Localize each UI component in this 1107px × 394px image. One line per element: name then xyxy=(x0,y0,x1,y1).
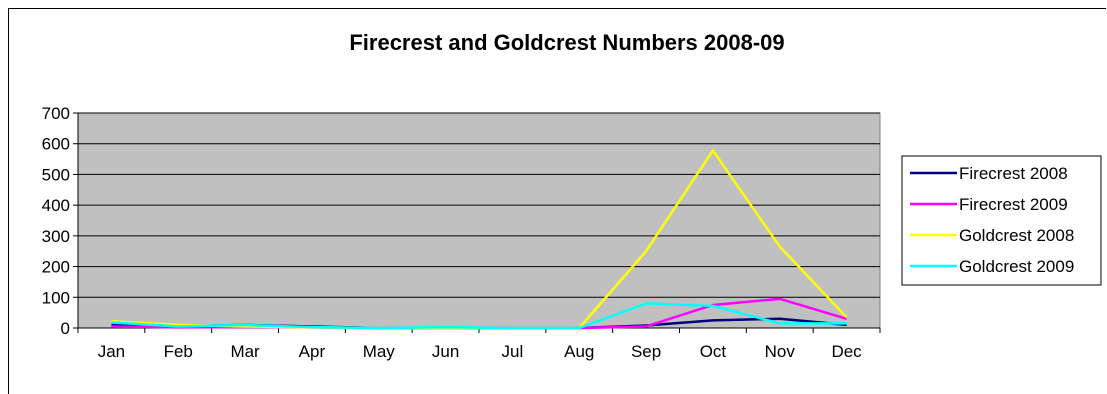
x-tick-label: Jan xyxy=(98,342,125,361)
legend-label: Firecrest 2009 xyxy=(959,195,1068,214)
y-tick-label: 300 xyxy=(42,227,70,246)
legend-label: Goldcrest 2009 xyxy=(959,257,1074,276)
x-tick-label: Dec xyxy=(831,342,862,361)
legend: Firecrest 2008 Firecrest 2009 Goldcrest 20… xyxy=(901,155,1102,286)
series-lines xyxy=(111,149,848,330)
y-axis: 0 100 200 300 400 500 600 700 xyxy=(42,104,79,338)
plot-area xyxy=(77,112,881,329)
x-tick-label: Aug xyxy=(564,342,594,361)
x-tick-label: Jul xyxy=(502,342,524,361)
y-tick-label: 200 xyxy=(42,258,70,277)
y-tick-label: 600 xyxy=(42,135,70,154)
x-tick-label: Apr xyxy=(299,342,326,361)
y-tick-label: 500 xyxy=(42,165,70,184)
y-tick-label: 700 xyxy=(42,104,70,123)
x-tick-label: Jun xyxy=(432,342,459,361)
legend-label: Goldcrest 2008 xyxy=(959,226,1074,245)
x-tick-label: Nov xyxy=(765,342,796,361)
y-tick-label: 100 xyxy=(42,288,70,307)
x-axis: Jan Feb Mar Apr May Jun Jul Aug Sep Oct Nov Dec xyxy=(77,327,881,361)
y-tick-label: 0 xyxy=(61,319,70,338)
legend-label: Firecrest 2008 xyxy=(959,164,1068,183)
chart-area xyxy=(8,8,1106,394)
gridlines xyxy=(78,112,880,298)
legend-box xyxy=(901,155,1102,286)
chart-title: Firecrest and Goldcrest Numbers 2008-09 xyxy=(349,30,784,55)
x-tick-label: Mar xyxy=(230,342,260,361)
x-tick-label: Feb xyxy=(164,342,193,361)
x-tick-label: Oct xyxy=(700,342,727,361)
x-tick-label: May xyxy=(363,342,396,361)
series-line xyxy=(111,302,847,330)
y-tick-label: 400 xyxy=(42,196,70,215)
x-tick-label: Sep xyxy=(631,342,661,361)
